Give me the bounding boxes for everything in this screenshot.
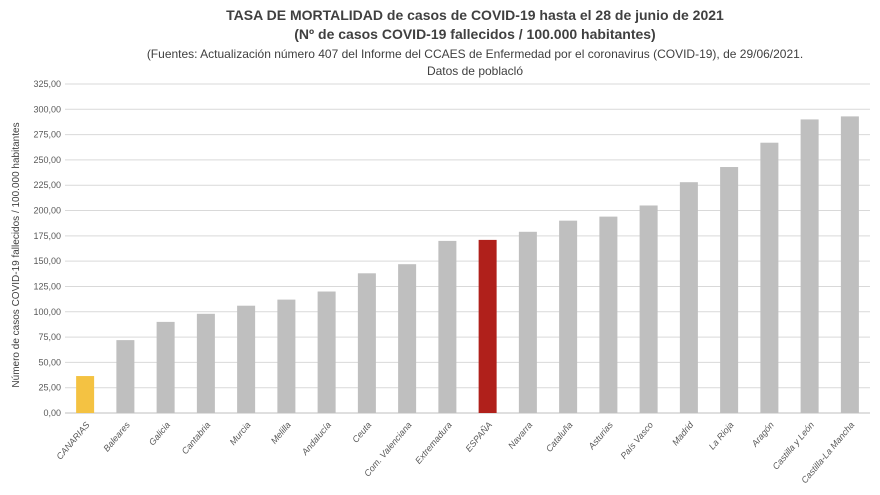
chart-source-line2: Datos de poblacló [427, 64, 523, 78]
y-tick-label: 25,00 [38, 383, 61, 393]
bar-galicia [156, 321, 175, 413]
bar-la-rioja [720, 167, 739, 413]
bar-ceuta [357, 273, 376, 413]
bar-castilla-y-león [800, 119, 819, 413]
x-tick-label: Galicia [147, 420, 172, 448]
bar-melilla [277, 299, 296, 413]
y-tick-label: 50,00 [38, 357, 61, 367]
x-tick-label: Melilla [269, 420, 293, 446]
x-tick-label: Andalucía [299, 420, 333, 458]
bar-navarra [518, 231, 537, 413]
chart-source-line1: (Fuentes: Actualización número 407 del I… [147, 47, 803, 61]
y-tick-label: 175,00 [33, 231, 61, 241]
chart-subtitle: (Nº de casos COVID-19 fallecidos / 100.0… [294, 26, 655, 42]
x-tick-label: Aragón [749, 420, 776, 449]
x-tick-label: Castilla y León [771, 420, 817, 472]
x-tick-label: La Rioja [707, 420, 736, 452]
x-tick-label: ESPAÑA [463, 420, 494, 454]
x-tick-label: Extremadura [413, 420, 454, 466]
x-tick-label: País Vasco [618, 420, 655, 461]
bar-extremadura [438, 240, 457, 413]
bar-canarias [76, 376, 95, 413]
x-tick-label: Ceuta [350, 420, 373, 445]
y-tick-label: 275,00 [33, 130, 61, 140]
y-tick-label: 100,00 [33, 307, 61, 317]
bar-castilla-la-mancha [840, 116, 859, 413]
y-tick-label: 0,00 [43, 408, 61, 418]
bar-cataluña [559, 220, 578, 413]
x-tick-label: Cantabria [180, 420, 213, 456]
x-tick-label: Baleares [101, 419, 132, 453]
x-tick-label: CANARIAS [54, 420, 91, 462]
y-tick-label: 325,00 [33, 79, 61, 89]
bar-españa [478, 239, 497, 413]
y-tick-label: 200,00 [33, 206, 61, 216]
y-axis-label: Número de casos COVID-19 fallecidos / 10… [11, 122, 22, 387]
bar-cantabria [196, 313, 215, 413]
y-tick-label: 300,00 [33, 104, 61, 114]
x-tick-label: Navarra [506, 420, 534, 451]
x-tick-label: Madrid [670, 419, 696, 447]
y-tick-label: 150,00 [33, 256, 61, 266]
y-tick-label: 225,00 [33, 180, 61, 190]
bar-asturias [599, 216, 618, 413]
bar-país-vasco [639, 205, 658, 413]
bar-com-valenciana [398, 264, 417, 413]
bar-baleares [116, 340, 135, 413]
y-tick-label: 250,00 [33, 155, 61, 165]
x-tick-label: Cataluña [544, 420, 575, 454]
bar-aragón [760, 142, 779, 413]
x-tick-label: Asturias [586, 419, 616, 451]
chart-title: TASA DE MORTALIDAD de casos de COVID-19 … [226, 7, 724, 23]
bar-madrid [679, 182, 698, 413]
y-tick-label: 125,00 [33, 281, 61, 291]
y-tick-label: 75,00 [38, 332, 61, 342]
x-tick-label: Murcia [228, 420, 253, 447]
bar-andalucía [317, 291, 336, 413]
bar-murcia [237, 305, 256, 413]
